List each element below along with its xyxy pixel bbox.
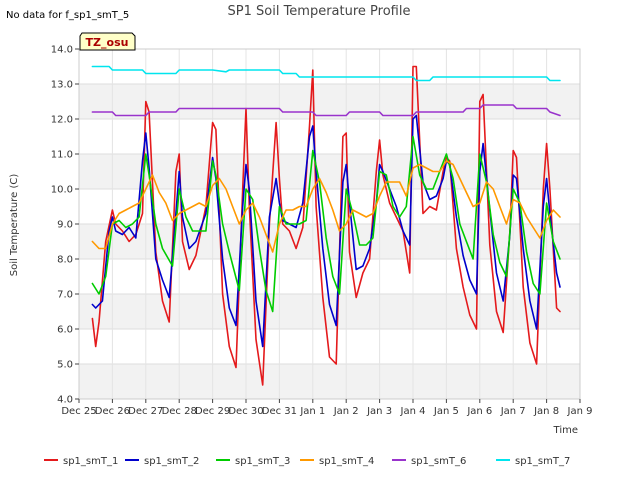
- y-tick-label: 5.0: [57, 360, 73, 371]
- no-data-note: No data for f_sp1_smT_5: [6, 10, 129, 21]
- x-tick-label: Jan 5: [433, 406, 459, 417]
- x-tick-label: Jan 2: [333, 406, 359, 417]
- legend-label-sp1-smT-2: sp1_smT_2: [144, 456, 199, 467]
- series-line-sp1-smT-3: [91, 135, 561, 313]
- plot-band: [79, 84, 580, 119]
- y-tick-label: 12.0: [51, 115, 73, 126]
- series-line-sp1-smT-6: [91, 104, 561, 117]
- x-tick-label: Jan 6: [466, 406, 492, 417]
- chart-title: SP1 Soil Temperature Profile: [228, 4, 411, 19]
- series-line-sp1-smT-1: [91, 65, 561, 386]
- legend-label-sp1-smT-1: sp1_smT_1: [63, 456, 118, 467]
- y-tick-label: 8.0: [57, 255, 73, 266]
- x-tick-label: Jan 3: [366, 406, 392, 417]
- legend: sp1_smT_1 sp1_smT_2 sp1_smT_3 sp1_smT_4 sp1_…: [44, 456, 570, 467]
- site-badge-box: [79, 32, 136, 51]
- x-tick-label: Dec 28: [162, 406, 197, 417]
- site-badge: TZ_osu: [79, 32, 136, 51]
- x-tick-label: Dec 26: [95, 406, 130, 417]
- x-tick-label: Jan 7: [500, 406, 526, 417]
- y-tick-label: 4.0: [57, 395, 73, 406]
- x-tick-label: Jan 8: [533, 406, 559, 417]
- x-tick-label: Jan 9: [567, 406, 593, 417]
- plot-band: [79, 154, 580, 189]
- series-line-sp1-smT-4: [91, 160, 561, 253]
- y-tick-label: 9.0: [57, 220, 73, 231]
- x-tick-label: Dec 27: [128, 406, 163, 417]
- y-tick-label: 13.0: [51, 80, 73, 91]
- legend-label-sp1-smT-7: sp1_smT_7: [515, 456, 570, 467]
- site-badge-label: TZ_osu: [86, 36, 129, 49]
- legend-label-sp1-smT-3: sp1_smT_3: [235, 456, 290, 467]
- x-tick-label: Jan 4: [400, 406, 426, 417]
- y-tick-label: 6.0: [57, 325, 73, 336]
- y-axis-label: Soil Temperature (C): [9, 174, 20, 277]
- x-tick-label: Dec 29: [195, 406, 230, 417]
- y-tick-label: 10.0: [51, 185, 73, 196]
- legend-label-sp1-smT-4: sp1_smT_4: [319, 456, 374, 467]
- series-layer: [91, 65, 561, 386]
- x-tick-label: Dec 30: [228, 406, 263, 417]
- y-tick-label: 7.0: [57, 290, 73, 301]
- x-tick-label: Dec 25: [61, 406, 96, 417]
- plot-band: [79, 364, 580, 399]
- y-tick-label: 11.0: [51, 150, 73, 161]
- x-tick-label: Dec 31: [262, 406, 297, 417]
- series-line-sp1-smT-2: [91, 114, 561, 348]
- x-axis-label: Time: [553, 425, 578, 436]
- x-tick-label: Jan 1: [299, 406, 325, 417]
- y-tick-labels: 4.0 5.0 6.0 7.0 8.0 9.0 10.0 11.0 12.0 13.0 14.0: [51, 45, 79, 406]
- y-tick-label: 14.0: [51, 45, 73, 56]
- series-line-sp1-smT-7: [91, 65, 561, 82]
- plot-grid: [78, 48, 581, 400]
- legend-label-sp1-smT-6: sp1_smT_6: [411, 456, 466, 467]
